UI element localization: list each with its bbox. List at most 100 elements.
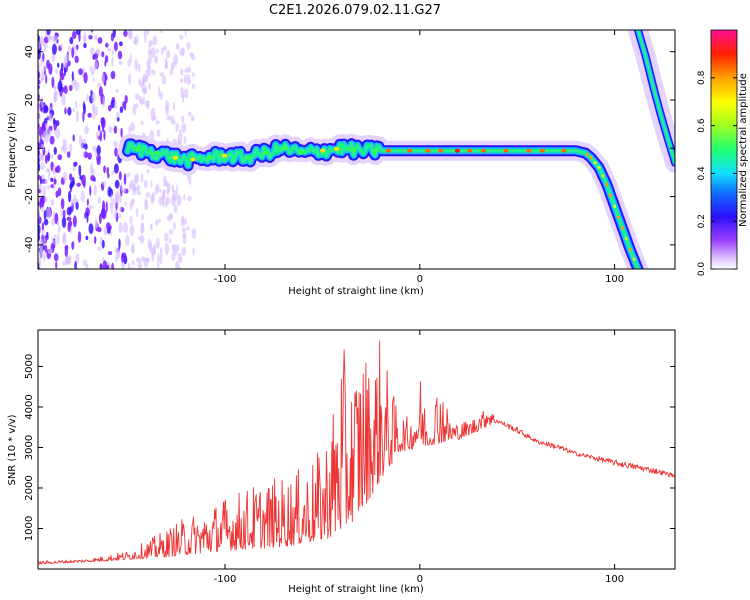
noise-speckle: [40, 162, 45, 171]
noise-speckle: [53, 146, 57, 155]
noise-speckle: [181, 115, 185, 124]
noise-speckle: [192, 247, 195, 256]
noise-speckle: [182, 232, 187, 239]
noise-speckle: [61, 216, 67, 228]
noise-speckle: [111, 262, 114, 269]
noise-speckle: [111, 56, 114, 68]
noise-speckle: [129, 122, 135, 132]
noise-speckle: [148, 40, 151, 49]
noise-speckle: [71, 241, 75, 250]
ridge-hotspot: [407, 148, 413, 153]
ridge-hotspot: [373, 148, 379, 153]
snr-panel: -100 0 100 1000 2000 3000 4000 5000 Height of s…: [7, 329, 676, 595]
noise-speckle: [183, 74, 187, 85]
ridge-center: [636, 30, 675, 165]
noise-speckle: [191, 72, 195, 77]
noise-speckle: [69, 143, 73, 154]
noise-speckle: [102, 257, 105, 262]
noise-speckle: [129, 224, 135, 237]
noise-speckle: [108, 104, 112, 112]
noise-speckle: [126, 172, 131, 178]
noise-speckle: [145, 192, 151, 198]
noise-speckle: [72, 215, 77, 228]
noise-speckle: [159, 188, 162, 193]
noise-speckle: [159, 256, 163, 265]
ridge-hotspot: [624, 237, 628, 241]
noise-speckle: [191, 83, 195, 90]
noise-speckle: [38, 71, 41, 80]
ridge-hotspot: [601, 174, 605, 178]
noise-speckle: [130, 30, 133, 39]
noise-speckle: [124, 201, 128, 207]
noise-speckle: [38, 106, 41, 111]
noise-speckle: [101, 73, 105, 83]
noise-speckle: [114, 147, 118, 157]
ridge-hotspot: [437, 148, 444, 153]
noise-speckle: [132, 183, 137, 196]
noise-speckle: [144, 31, 147, 44]
noise-speckle: [138, 236, 143, 241]
noise-speckle: [41, 133, 44, 140]
noise-speckle: [164, 64, 168, 70]
noise-speckle: [64, 245, 69, 250]
noise-speckle: [170, 115, 175, 124]
noise-speckle: [164, 242, 170, 255]
noise-speckle: [43, 218, 49, 226]
noise-speckle: [64, 107, 67, 115]
noise-speckle: [175, 42, 180, 51]
noise-speckle: [168, 238, 172, 244]
noise-speckle: [171, 243, 176, 252]
x-tick-label: 100: [605, 274, 624, 285]
noise-speckle: [173, 204, 178, 214]
noise-speckle: [119, 192, 122, 204]
noise-speckle: [43, 209, 47, 220]
noise-speckle: [122, 101, 126, 109]
y-tick-label: 2000: [24, 475, 35, 500]
noise-speckle: [63, 171, 67, 183]
noise-speckle: [76, 182, 81, 187]
noise-speckle: [45, 74, 48, 84]
noise-speckle: [68, 190, 72, 203]
spectrogram-axes: -100 0 100 -40 -20 0 20 40: [24, 30, 675, 285]
noise-speckle: [146, 169, 150, 174]
noise-speckle: [107, 173, 110, 179]
noise-speckle: [143, 85, 147, 94]
noise-speckle: [144, 100, 150, 108]
noise-speckle: [87, 152, 92, 160]
noise-speckle: [152, 246, 156, 256]
noise-speckle: [155, 120, 160, 125]
snr-axes: -100 0 100 1000 2000 3000 4000 5000: [24, 330, 675, 585]
ridge-hotspot: [244, 155, 250, 160]
noise-speckle: [43, 47, 47, 53]
noise-speckle: [150, 179, 153, 189]
noise-speckle: [163, 175, 167, 187]
noise-speckle: [93, 184, 97, 197]
noise-speckle: [142, 73, 147, 85]
noise-speckle: [66, 216, 72, 221]
noise-speckle: [120, 181, 123, 192]
noise-speckle: [74, 79, 77, 86]
noise-speckle: [54, 166, 59, 173]
noise-speckle: [175, 122, 179, 132]
noise-speckle: [134, 103, 139, 108]
x-tick-label: -100: [214, 274, 237, 285]
noise-speckle: [113, 209, 117, 220]
noise-speckle: [159, 246, 163, 259]
noise-speckle: [38, 232, 41, 242]
noise-speckle: [128, 125, 131, 135]
noise-speckle: [127, 58, 131, 67]
noise-speckle: [131, 266, 134, 269]
noise-speckle: [86, 93, 89, 102]
noise-speckle: [86, 211, 89, 223]
noise-speckle: [135, 257, 141, 263]
noise-speckle: [147, 65, 152, 77]
noise-speckle: [118, 238, 121, 250]
noise-speckle: [188, 173, 192, 186]
noise-speckle: [187, 195, 192, 202]
noise-speckle: [168, 229, 174, 235]
colorbar-gradient: [710, 29, 738, 270]
noise-speckle: [52, 117, 56, 125]
ridge-hotspot: [609, 193, 613, 197]
noise-speckle: [114, 179, 120, 189]
noise-speckle: [93, 105, 99, 117]
